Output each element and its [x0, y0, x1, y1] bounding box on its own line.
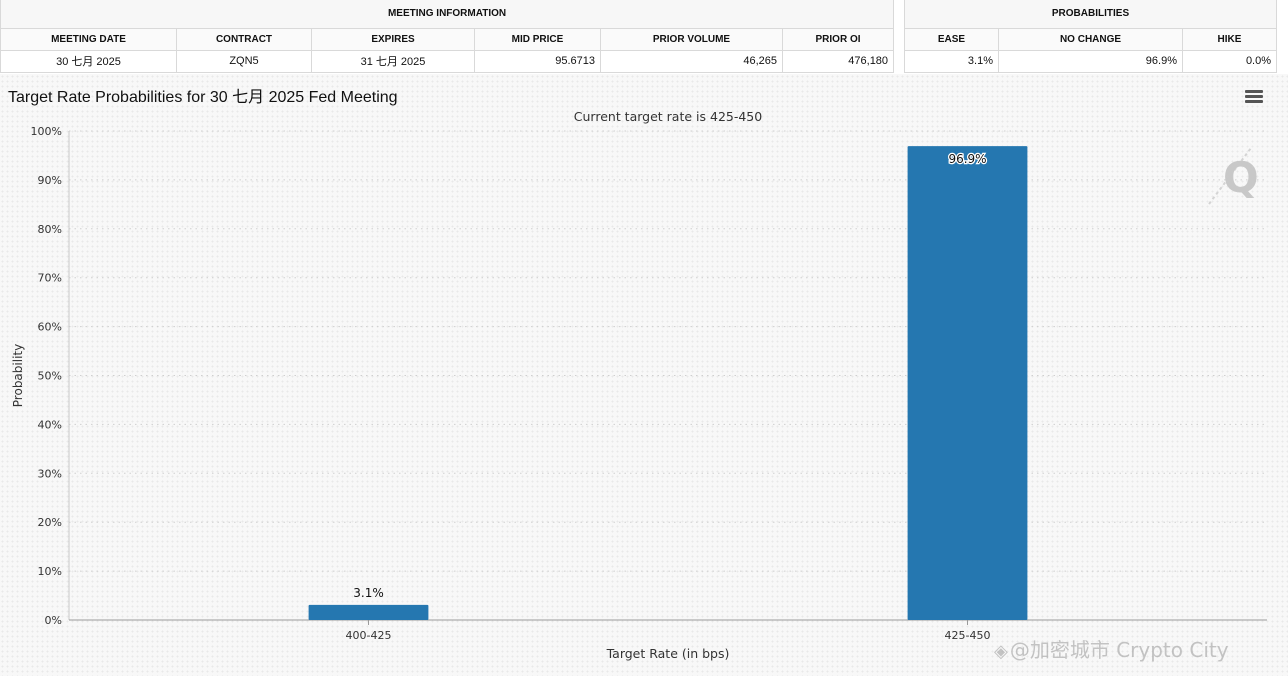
y-tick-label: 10% [38, 565, 62, 578]
cell-prior-volume: 46,265 [600, 49, 783, 73]
probabilities-table: PROBABILITIES EASE NO CHANGE HIKE 3.1% 9… [903, 0, 1278, 73]
cell-prior-oi: 476,180 [781, 49, 895, 73]
cell-mid-price: 95.6713 [474, 49, 601, 73]
bar [308, 604, 429, 620]
meeting-information-header: MEETING INFORMATION [0, 0, 895, 29]
watermark: ◈ @加密城市 Crypto City [994, 634, 1229, 663]
y-tick-label: 20% [38, 516, 62, 529]
cell-expires: 31 七月 2025 [311, 49, 475, 73]
col-ease: EASE [904, 27, 999, 51]
chart-container: 0% 10% 20% 30% 40% 50% 60% 70% 80% 90% 100% 400-425… [0, 74, 1288, 676]
col-expires: EXPIRES [311, 27, 475, 51]
col-prior-volume: PRIOR VOLUME [600, 27, 783, 51]
meeting-information-table: MEETING INFORMATION MEETING DATE CONTRAC… [0, 0, 895, 73]
x-tick-label: 425-450 [945, 629, 991, 642]
col-no-change: NO CHANGE [998, 27, 1183, 51]
data-label: 3.1% [353, 586, 384, 600]
table-row: 30 七月 2025 ZQN5 31 七月 2025 95.6713 46,26… [0, 49, 895, 73]
col-contract: CONTRACT [176, 27, 312, 51]
bar-chart: 0% 10% 20% 30% 40% 50% 60% 70% 80% 90% 100% 400-425… [11, 125, 1267, 661]
y-tick-label: 80% [38, 223, 62, 236]
col-mid-price: MID PRICE [474, 27, 601, 51]
y-tick-label: 0% [45, 614, 62, 627]
y-tick-label: 50% [38, 370, 62, 383]
cell-no-change: 96.9% [998, 49, 1183, 73]
cell-ease: 3.1% [904, 49, 999, 73]
y-tick-label: 100% [31, 125, 62, 138]
y-tick-label: 30% [38, 467, 62, 480]
y-axis-title: Probability [11, 344, 25, 407]
col-prior-oi: PRIOR OI [781, 27, 895, 51]
binance-logo-icon: ◈ [994, 641, 1008, 662]
col-meeting-date: MEETING DATE [0, 27, 177, 51]
cell-meeting-date: 30 七月 2025 [0, 49, 177, 73]
x-axis-title: Target Rate (in bps) [606, 646, 730, 661]
y-tick-label: 40% [38, 418, 62, 431]
svg-text:Q: Q [1223, 153, 1259, 202]
hamburger-menu-icon[interactable] [1243, 88, 1265, 106]
col-hike: HIKE [1181, 27, 1278, 51]
x-tick-label: 400-425 [346, 629, 392, 642]
y-tick-label: 70% [38, 272, 62, 285]
probabilities-header: PROBABILITIES [903, 0, 1278, 29]
watermark-text: @加密城市 Crypto City [1009, 638, 1229, 662]
q-logo-icon: Q [1208, 147, 1259, 205]
data-label: 96.9% [948, 152, 986, 166]
cell-contract: ZQN5 [176, 49, 312, 73]
table-row: 3.1% 96.9% 0.0% [904, 49, 1278, 73]
cell-hike: 0.0% [1181, 49, 1278, 73]
bar [907, 146, 1028, 620]
y-tick-label: 60% [38, 321, 62, 334]
chart-subtitle: Current target rate is 425-450 [573, 109, 763, 124]
chart-title: Target Rate Probabilities for 30 七月 2025… [8, 89, 398, 106]
y-tick-label: 90% [38, 174, 62, 187]
